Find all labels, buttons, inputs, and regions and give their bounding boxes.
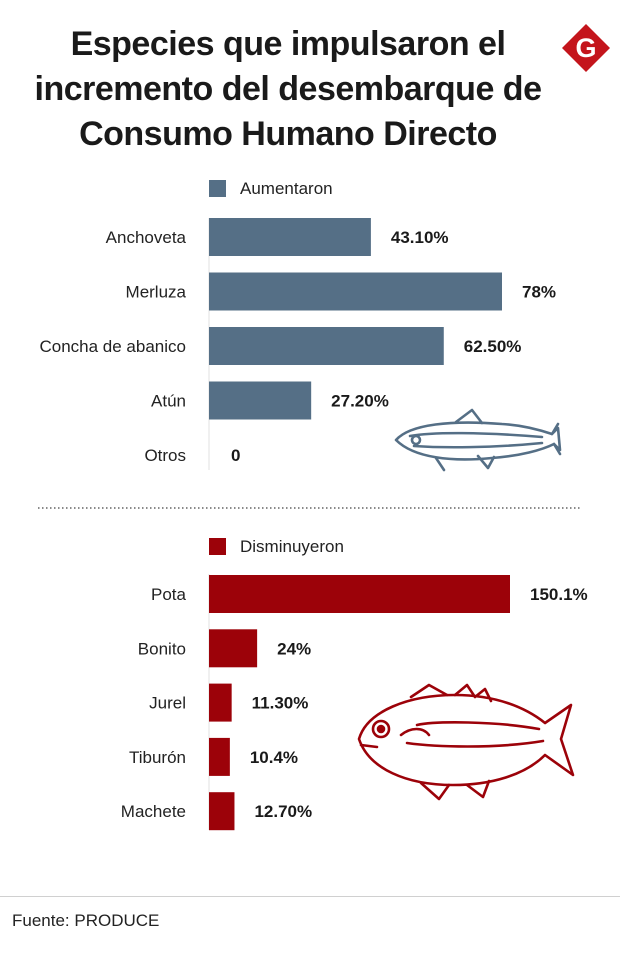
value-label: 27.20% bbox=[331, 392, 389, 411]
bar bbox=[209, 629, 258, 668]
bar bbox=[209, 737, 230, 776]
value-label: 43.10% bbox=[391, 228, 449, 247]
legend-label-increase: Aumentaron bbox=[240, 179, 333, 198]
category-label: Jurel bbox=[149, 694, 186, 713]
bar bbox=[209, 218, 371, 256]
value-label: 78% bbox=[522, 283, 556, 302]
anchovy-icon bbox=[394, 408, 562, 472]
title-line-1: Especies que impulsaron el bbox=[70, 25, 506, 63]
category-label: Atún bbox=[151, 392, 186, 411]
bar-charts: Aumentaron Anchoveta 43.10% Merluza 78% Conch… bbox=[38, 179, 588, 831]
chart-increase: Aumentaron Anchoveta 43.10% Merluza 78% Conch… bbox=[39, 179, 556, 470]
category-label: Merluza bbox=[126, 283, 187, 302]
value-label: 150.1% bbox=[530, 585, 588, 604]
bar bbox=[209, 683, 232, 722]
category-label: Pota bbox=[151, 585, 187, 604]
bar bbox=[209, 327, 444, 365]
category-label: Anchoveta bbox=[106, 228, 187, 247]
value-label: 0 bbox=[231, 446, 240, 465]
legend-label-decrease: Disminuyeron bbox=[240, 537, 344, 556]
chart-decrease: Disminuyeron Pota 150.1% Bonito 24% Jurel 11.3… bbox=[121, 537, 588, 831]
legend-swatch-decrease bbox=[209, 538, 226, 555]
bar bbox=[209, 792, 235, 831]
logo-letter: G bbox=[575, 33, 596, 63]
category-label: Otros bbox=[144, 446, 186, 465]
value-label: 10.4% bbox=[250, 748, 298, 767]
title-line-3: Consumo Humano Directo bbox=[79, 115, 497, 153]
horse-mackerel-icon bbox=[357, 683, 575, 801]
source-note: Fuente: PRODUCE bbox=[12, 911, 160, 930]
bar bbox=[209, 272, 502, 311]
bar bbox=[209, 575, 510, 613]
bar bbox=[209, 381, 312, 420]
logo-diamond bbox=[562, 24, 610, 72]
value-label: 62.50% bbox=[464, 337, 522, 356]
title-line-2: incremento del desembarque de bbox=[34, 70, 543, 108]
footer-divider bbox=[0, 896, 620, 897]
category-label: Tiburón bbox=[129, 748, 186, 767]
value-label: 11.30% bbox=[252, 694, 309, 713]
value-label: 12.70% bbox=[254, 802, 312, 821]
value-label: 24% bbox=[277, 639, 311, 658]
publisher-logo-icon: G bbox=[562, 24, 610, 72]
category-label: Concha de abanico bbox=[39, 337, 186, 356]
category-label: Bonito bbox=[138, 639, 186, 658]
category-label: Machete bbox=[121, 802, 186, 821]
chart-title: Especies que impulsaron el incremento de… bbox=[18, 22, 558, 157]
legend-swatch-increase bbox=[209, 180, 226, 197]
